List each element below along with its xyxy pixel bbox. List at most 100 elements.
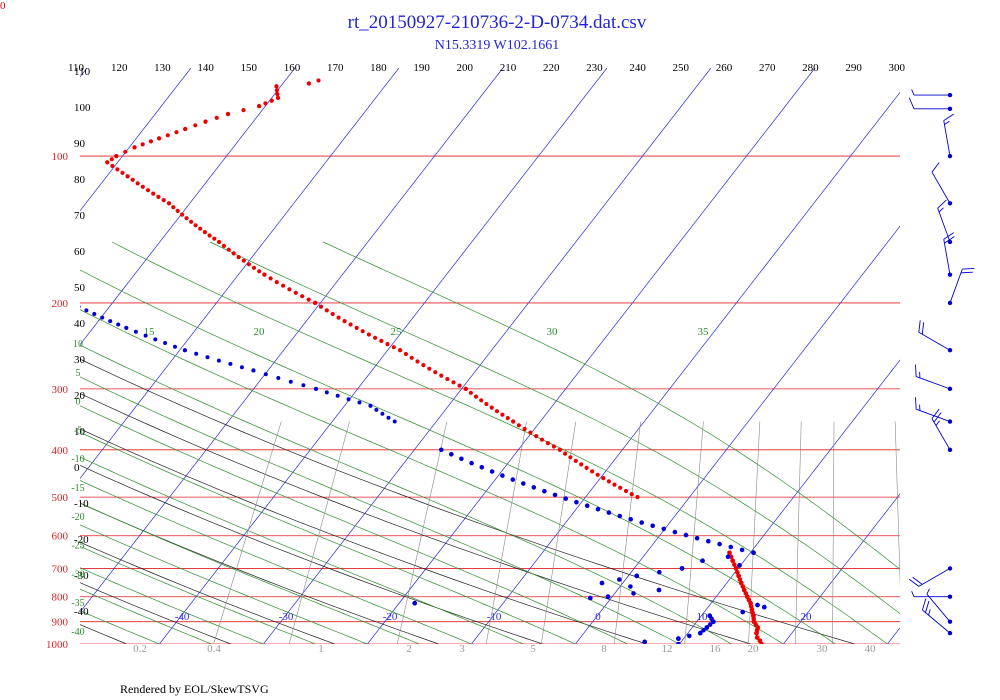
chart-subtitle: N15.3319 W102.1661 xyxy=(435,38,560,53)
height-label: 100 xyxy=(74,102,91,114)
temperature-point xyxy=(563,451,568,456)
temperature-point xyxy=(148,139,153,144)
temperature-point xyxy=(740,584,746,589)
moist-adiabat-label: 30 xyxy=(547,326,559,338)
temperature-point xyxy=(484,401,489,407)
dry-adiabat-line xyxy=(0,50,23,644)
wind-barb-shaft xyxy=(943,239,951,275)
wind-barb-flag xyxy=(928,609,931,616)
corner-label: 0 xyxy=(0,0,6,12)
moist-adiabat-label: 15 xyxy=(144,326,156,338)
wind-barb-shaft xyxy=(916,376,951,390)
temperature-point xyxy=(198,226,203,231)
wind-barb-flag xyxy=(938,207,944,213)
height-label: 10 xyxy=(74,426,86,438)
dewpoint-point xyxy=(606,510,612,515)
temperature-point xyxy=(433,370,438,375)
isotherm-label: -20 xyxy=(383,611,398,623)
temperature-point xyxy=(130,177,135,182)
moist-adiabat-line xyxy=(80,456,524,644)
mixing-ratio-label: 12 xyxy=(662,643,673,655)
dewpoint-point xyxy=(634,573,639,579)
moist-adiabat-label: 20 xyxy=(254,326,266,338)
theta-label: 240 xyxy=(629,62,646,74)
temperature-point xyxy=(489,405,494,410)
dewpoint-point xyxy=(661,526,667,532)
theta-label: 110 xyxy=(68,62,85,74)
dewpoint-point xyxy=(380,411,385,416)
temperature-point xyxy=(732,562,737,567)
height-label: -40 xyxy=(74,606,89,618)
wind-barb-shaft xyxy=(916,408,951,422)
wind-barb-flag xyxy=(908,578,920,587)
dewpoint-point xyxy=(704,625,710,630)
mixing-ratio-label: 8 xyxy=(601,643,607,655)
mixing-ratio-line xyxy=(288,421,350,644)
dewpoint-point xyxy=(628,584,633,589)
dewpoint-point xyxy=(469,460,474,466)
temperature-point xyxy=(165,133,170,138)
temperature-point xyxy=(207,233,212,238)
dewpoint-point xyxy=(163,341,168,345)
mixing-ratio-line xyxy=(832,421,835,644)
dewpoint-point xyxy=(69,301,73,305)
temperature-point xyxy=(226,247,231,252)
dewpoint-point xyxy=(116,322,121,327)
temperature-point xyxy=(151,191,156,196)
temperature-point xyxy=(545,441,551,446)
temperature-point xyxy=(306,297,311,302)
pressure-tick-label: 1000 xyxy=(46,639,69,651)
moist-adiabat-line xyxy=(80,567,264,644)
dewpoint-point xyxy=(335,393,340,398)
footer-text: Rendered by EOL/SkewTSVG xyxy=(120,682,269,696)
isotherm-line xyxy=(367,68,816,644)
dewpoint-point xyxy=(386,415,391,420)
temperature-point xyxy=(281,283,286,288)
temperature-point xyxy=(257,104,262,109)
dewpoint-point xyxy=(725,554,731,559)
temperature-point xyxy=(736,573,741,579)
theta-label: 140 xyxy=(197,62,214,74)
temperature-point xyxy=(246,262,251,267)
temperature-point xyxy=(727,550,732,555)
mixing-ratio-line xyxy=(485,421,527,644)
temperature-point xyxy=(313,300,318,305)
pressure-tick-label: 800 xyxy=(52,592,69,604)
isotherm-line xyxy=(263,68,712,644)
dewpoint-point xyxy=(707,622,713,627)
dewpoint-point xyxy=(683,532,689,538)
pressure-tick-label: 700 xyxy=(52,563,69,575)
theta-label: 290 xyxy=(845,62,862,74)
dewpoint-point xyxy=(276,376,281,380)
isotherm-label: -30 xyxy=(279,611,294,623)
height-label: 80 xyxy=(74,174,86,186)
dewpoint-point xyxy=(717,541,722,547)
wind-barb-shaft xyxy=(943,120,951,157)
dewpoint-point xyxy=(489,469,495,474)
temperature-point xyxy=(115,167,120,172)
moist-left-label: -35 xyxy=(71,598,84,609)
height-label: 70 xyxy=(74,210,86,222)
dewpoint-point xyxy=(40,290,44,294)
theta-label: 120 xyxy=(111,62,128,74)
temperature-point xyxy=(193,223,198,228)
dry-adiabat-line xyxy=(80,358,855,644)
wind-barb-flag xyxy=(911,591,915,597)
temperature-point xyxy=(468,390,473,395)
isotherm-label: -10 xyxy=(487,611,502,623)
temperature-point xyxy=(618,485,623,490)
temperature-point xyxy=(140,142,145,147)
moist-left-label: -5 xyxy=(74,425,82,436)
wind-barb-shaft xyxy=(931,171,951,204)
dewpoint-point xyxy=(676,641,681,644)
dewpoint-point xyxy=(357,400,362,405)
temperature-point xyxy=(391,345,396,350)
dewpoint-point xyxy=(650,523,655,529)
wind-barbs xyxy=(908,89,975,636)
wind-barb-shaft xyxy=(931,418,951,451)
temperature-point xyxy=(293,290,298,295)
moist-adiabat-label: 35 xyxy=(698,326,710,338)
dewpoint-point xyxy=(687,633,692,639)
temperature-point xyxy=(739,580,744,586)
